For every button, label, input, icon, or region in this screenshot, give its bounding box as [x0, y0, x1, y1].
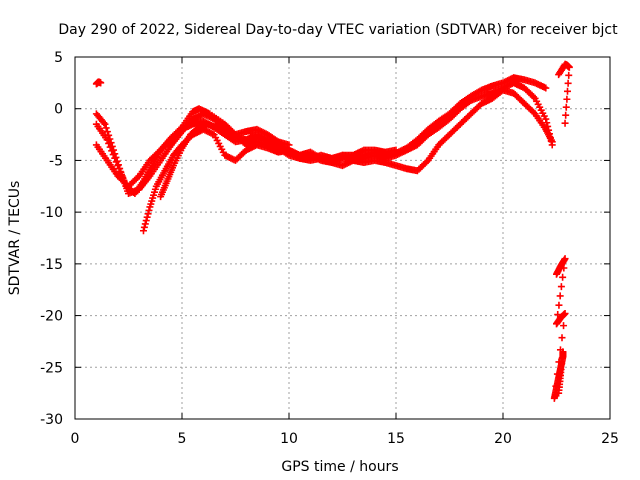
y-tick-label: -25	[40, 360, 63, 376]
data-point	[558, 354, 566, 362]
y-tick-label: 5	[54, 50, 63, 66]
data-point	[112, 158, 120, 166]
x-tick-label: 15	[387, 431, 405, 447]
data-point	[423, 158, 431, 166]
y-axis-label: SDTVAR / TECUs	[7, 181, 23, 296]
data-point	[542, 84, 550, 92]
data-point	[134, 173, 142, 181]
data-point	[559, 273, 567, 281]
data-point	[285, 141, 293, 149]
data-point	[564, 79, 572, 87]
data-point	[557, 283, 565, 291]
data-point	[561, 119, 569, 127]
data-point	[558, 334, 566, 342]
x-tick-label: 25	[601, 431, 619, 447]
data-point	[392, 146, 400, 154]
data-point	[560, 264, 568, 272]
data-point	[558, 360, 566, 368]
data-point	[565, 63, 573, 71]
data-point	[562, 103, 570, 111]
data-point	[564, 87, 572, 95]
data-point	[565, 71, 573, 79]
y-tick-label: -5	[49, 153, 63, 169]
y-tick-label: -30	[40, 412, 63, 428]
x-tick-label: 10	[280, 431, 298, 447]
series-track-c	[92, 86, 556, 190]
y-tick-labels: -30 -25 -20 -15 -10 -5 0 5	[40, 50, 63, 428]
data-point	[101, 120, 109, 128]
x-tick-label: 0	[71, 431, 80, 447]
data-point	[102, 124, 110, 132]
data-point	[103, 128, 111, 136]
data-point	[548, 138, 556, 146]
series-fragment-low	[550, 255, 569, 402]
data-point	[108, 147, 116, 155]
data-point	[560, 322, 568, 330]
data-point	[109, 151, 117, 159]
data-point	[144, 210, 152, 218]
chart-title: Day 290 of 2022, Sidereal Day-to-day VTE…	[58, 22, 618, 38]
data-point	[559, 348, 567, 356]
data-point	[562, 111, 570, 119]
data-point	[542, 115, 550, 123]
data-point	[142, 217, 150, 225]
x-tick-label: 20	[494, 431, 512, 447]
x-axis-label: GPS time / hours	[281, 459, 398, 475]
y-tick-label: -15	[40, 257, 63, 273]
series-track-e	[157, 120, 293, 201]
x-tick-label: 5	[178, 431, 187, 447]
y-tick-label: 0	[54, 102, 63, 118]
y-tick-label: -10	[40, 205, 63, 221]
data-point	[530, 108, 538, 116]
data-point	[530, 93, 538, 101]
data-point	[97, 79, 105, 87]
x-tick-labels: 0 5 10 15 20 25	[71, 431, 619, 447]
data-point	[563, 95, 571, 103]
data-point	[561, 255, 569, 263]
data-point	[143, 213, 151, 221]
data-point	[139, 227, 147, 235]
series-fragment-high	[92, 60, 573, 127]
data-point	[140, 223, 148, 231]
data-point	[141, 220, 149, 228]
data-point	[556, 292, 564, 300]
data-point	[103, 136, 111, 144]
data-point	[555, 301, 563, 309]
data-point	[105, 139, 113, 147]
data-point	[557, 368, 565, 376]
data-point	[100, 119, 108, 127]
data-point	[111, 154, 119, 162]
data-point	[145, 206, 153, 214]
data-point	[561, 310, 569, 318]
axis-ticks	[74, 56, 611, 420]
data-point	[106, 143, 114, 151]
plot-frame	[74, 56, 611, 420]
y-tick-label: -20	[40, 309, 63, 325]
data-points	[92, 60, 573, 402]
grid-lines	[75, 57, 610, 419]
